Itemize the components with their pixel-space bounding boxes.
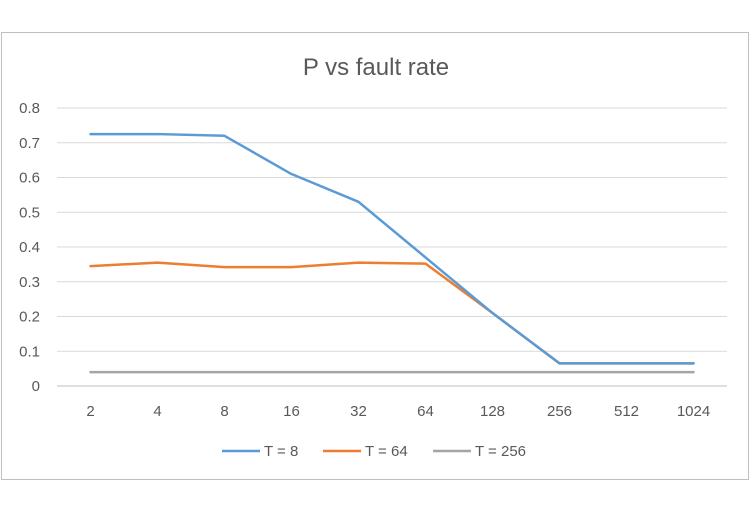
y-tick-label: 0.6 [19, 170, 40, 187]
y-tick-label: 0.4 [19, 239, 40, 256]
y-tick-label: 0.8 [19, 100, 40, 117]
y-tick-label: 0.7 [19, 135, 40, 152]
x-tick-label: 32 [350, 403, 367, 420]
series-lines [89, 132, 695, 374]
x-tick-label: 128 [480, 403, 505, 420]
x-tick-label: 64 [417, 403, 434, 420]
series-line-t-8 [89, 132, 695, 365]
chart-frame [1, 32, 749, 480]
legend-item: T = 256 [433, 443, 526, 460]
x-tick-label: 16 [283, 403, 300, 420]
gridlines [57, 107, 727, 387]
x-tick-label: 2 [86, 403, 94, 420]
legend-label: T = 256 [475, 443, 526, 460]
x-tick-label: 256 [547, 403, 572, 420]
x-tick-label: 512 [614, 403, 639, 420]
x-tick-label: 4 [153, 403, 161, 420]
x-tick-label: 8 [220, 403, 228, 420]
x-axis-ticks: 2 4 8 16 32 64 128 256 512 1024 [86, 403, 710, 420]
y-axis-ticks: 0 0.1 0.2 0.3 0.4 0.5 0.6 0.7 0.8 [19, 100, 40, 395]
y-tick-label: 0.2 [19, 309, 40, 326]
legend-item: T = 8 [222, 443, 298, 460]
y-tick-label: 0.3 [19, 274, 40, 291]
y-tick-label: 0 [32, 378, 40, 395]
legend-label: T = 64 [365, 443, 408, 460]
legend-label: T = 8 [264, 443, 298, 460]
legend-item: T = 64 [323, 443, 408, 460]
legend: T = 8 T = 64 T = 256 [222, 443, 526, 460]
x-tick-label: 1024 [677, 403, 710, 420]
series-line-t-64 [89, 261, 695, 365]
y-tick-label: 0.1 [19, 343, 40, 360]
y-tick-label: 0.5 [19, 204, 40, 221]
chart-title: P vs fault rate [303, 54, 449, 81]
